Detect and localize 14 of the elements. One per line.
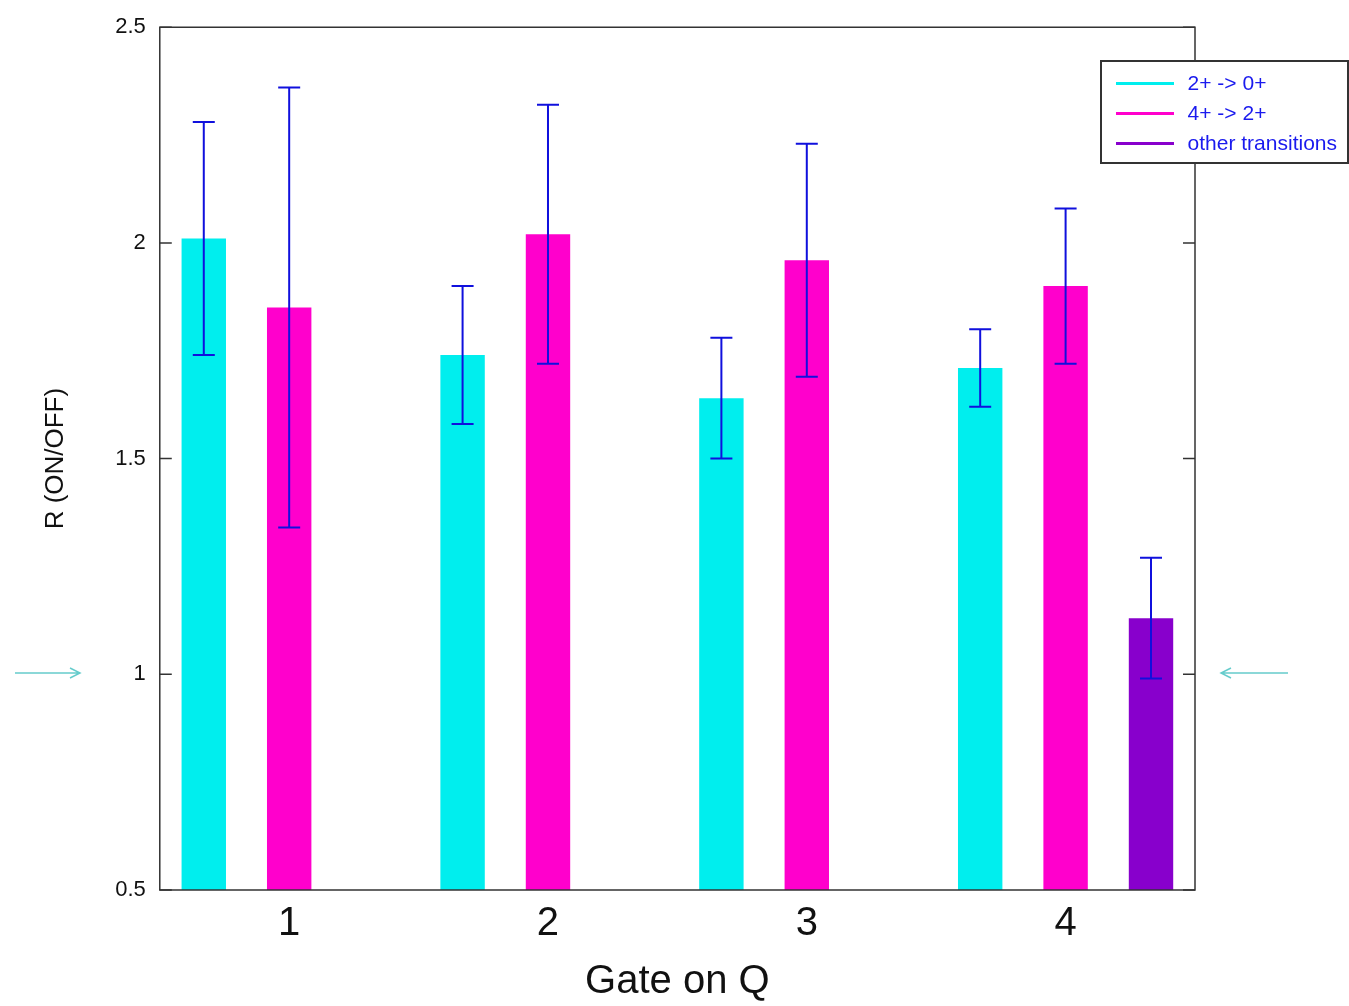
y-axis-title: R (ON/OFF) (38, 387, 69, 530)
y-tick-label: 1.5 (115, 444, 146, 470)
y-tick-label: 2 (133, 228, 146, 254)
legend-label: other transitions (1187, 131, 1337, 155)
y-tick-label: 2.5 (115, 13, 146, 39)
x-tick-label: 4 (1054, 899, 1077, 944)
x-axis-title: Gate on Q (585, 957, 770, 1002)
x-tick-label: 1 (278, 899, 301, 944)
y-tick-label: 1 (133, 660, 146, 686)
y-tick-label: 0.5 (115, 876, 146, 902)
x-tick-label: 3 (795, 899, 818, 944)
legend-label: 2+ -> 0+ (1187, 71, 1267, 95)
x-tick-label: 2 (536, 899, 560, 944)
legend-label: 4+ -> 2+ (1187, 101, 1267, 125)
